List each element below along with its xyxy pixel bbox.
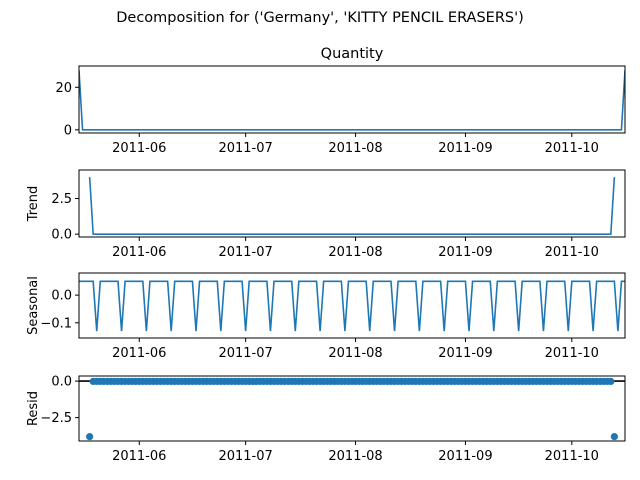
- axes-frame: [78, 169, 626, 238]
- x-tick-label: 2011-08: [328, 346, 382, 361]
- subplot-3: 2011-06 2011-07 2011-08 2011-09 2011-10 0.0 −0…: [26, 272, 626, 361]
- x-tick-label: 2011-07: [218, 141, 272, 156]
- figure-suptitle: Decomposition for ('Germany', 'KITTY PEN…: [116, 10, 524, 26]
- subplot-1: 2011-06 2011-07 2011-08 2011-09 2011-10 0 20 Qu…: [55, 46, 626, 156]
- x-tick-label: 2011-10: [545, 346, 599, 361]
- resid-point: [607, 377, 615, 385]
- subplot-2: 2011-06 2011-07 2011-08 2011-09 2011-10 0.0 2.…: [26, 169, 626, 260]
- x-tick-label: 2011-07: [218, 346, 272, 361]
- x-tick-label: 2011-06: [112, 449, 166, 464]
- x-tick-label: 2011-09: [438, 449, 492, 464]
- x-tick-label: 2011-06: [112, 245, 166, 260]
- x-tick-label: 2011-08: [328, 141, 382, 156]
- x-tick-label: 2011-07: [218, 245, 272, 260]
- plot-area: [79, 70, 625, 131]
- subplots: 2011-06 2011-07 2011-08 2011-09 2011-10 0 20 Qu…: [26, 46, 626, 464]
- subplot-title: Quantity: [321, 46, 384, 62]
- seasonal-line: [79, 280, 625, 332]
- x-tick-label: 2011-09: [438, 346, 492, 361]
- x-tick-label: 2011-10: [545, 449, 599, 464]
- x-tick-label: 2011-09: [438, 245, 492, 260]
- y-tick-label: 0.0: [51, 228, 72, 243]
- plot-area: [88, 177, 616, 235]
- x-tick-label: 2011-07: [218, 449, 272, 464]
- y-tick-label: 0.0: [51, 375, 72, 390]
- resid-outlier-point: [610, 433, 618, 441]
- plot-area: [79, 280, 625, 332]
- x-tick-label: 2011-08: [328, 245, 382, 260]
- series-line-1: [79, 70, 625, 131]
- y-axis-label: Seasonal: [26, 276, 41, 335]
- y-tick-label: −2.5: [40, 411, 72, 426]
- y-axis-label: Trend: [26, 186, 41, 223]
- x-tick-label: 2011-10: [545, 245, 599, 260]
- x-tick-label: 2011-08: [328, 449, 382, 464]
- axes-frame: [78, 65, 626, 134]
- y-tick-label: 2.5: [51, 192, 72, 207]
- y-tick-label: 0: [64, 123, 72, 138]
- axes-frame: [78, 375, 626, 442]
- y-tick-label: 0.0: [51, 289, 72, 304]
- x-tick-label: 2011-06: [112, 141, 166, 156]
- y-tick-label: 20: [55, 81, 72, 96]
- x-tick-label: 2011-10: [545, 141, 599, 156]
- x-tick-label: 2011-09: [438, 141, 492, 156]
- axes-frame: [78, 272, 626, 339]
- x-tick-label: 2011-06: [112, 346, 166, 361]
- series-line-1: [88, 177, 616, 235]
- y-tick-label: −0.1: [40, 316, 72, 331]
- plot-area: [79, 377, 625, 441]
- resid-outlier-point: [86, 433, 94, 441]
- subplot-4: 2011-06 2011-07 2011-08 2011-09 2011-10 0.0 −2…: [26, 375, 626, 464]
- y-axis-label: Resid: [26, 391, 41, 426]
